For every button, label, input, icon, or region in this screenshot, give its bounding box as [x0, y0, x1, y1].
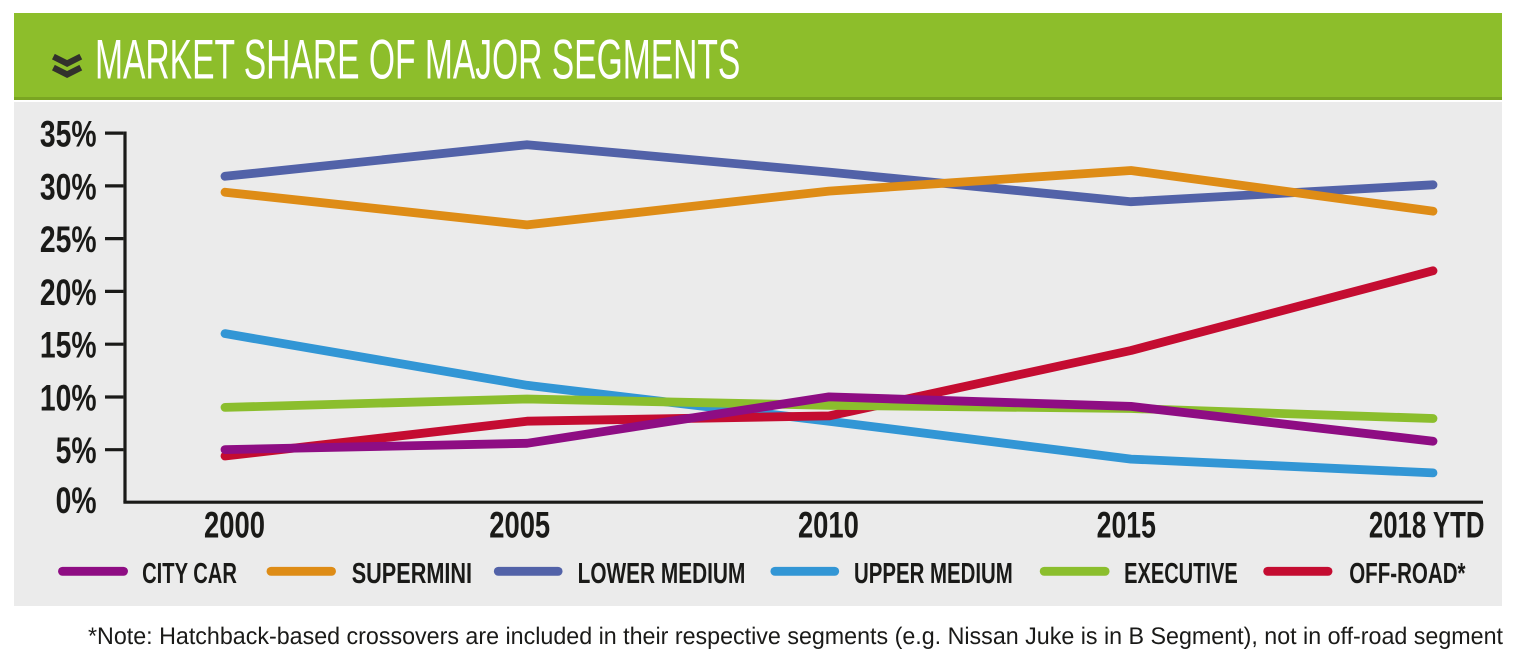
svg-text:SUPERMINI: SUPERMINI: [352, 558, 472, 590]
svg-text:UPPER MEDIUM: UPPER MEDIUM: [854, 558, 1013, 590]
svg-text:EXECUTIVE: EXECUTIVE: [1124, 558, 1238, 590]
svg-text:5%: 5%: [56, 430, 97, 471]
svg-text:10%: 10%: [40, 378, 97, 419]
svg-text:15%: 15%: [40, 325, 97, 366]
svg-text:LOWER MEDIUM: LOWER MEDIUM: [578, 558, 746, 590]
svg-text:0%: 0%: [56, 480, 97, 521]
svg-text:2005: 2005: [489, 504, 550, 545]
svg-text:25%: 25%: [40, 219, 97, 260]
svg-text:CITY CAR: CITY CAR: [142, 558, 237, 590]
svg-text:20%: 20%: [40, 272, 97, 313]
svg-text:2010: 2010: [798, 504, 859, 545]
svg-text:2000: 2000: [204, 504, 265, 545]
svg-text:OFF-ROAD*: OFF-ROAD*: [1349, 558, 1466, 590]
svg-text:*Note: Hatchback-based crossov: *Note: Hatchback-based crossovers are in…: [88, 623, 1503, 650]
svg-text:MARKET SHARE OF MAJOR SEGMENTS: MARKET SHARE OF MAJOR SEGMENTS: [95, 28, 740, 91]
svg-text:2018 YTD: 2018 YTD: [1369, 504, 1485, 545]
svg-text:2015: 2015: [1097, 504, 1156, 545]
svg-text:30%: 30%: [40, 166, 97, 207]
svg-text:35%: 35%: [40, 114, 97, 155]
